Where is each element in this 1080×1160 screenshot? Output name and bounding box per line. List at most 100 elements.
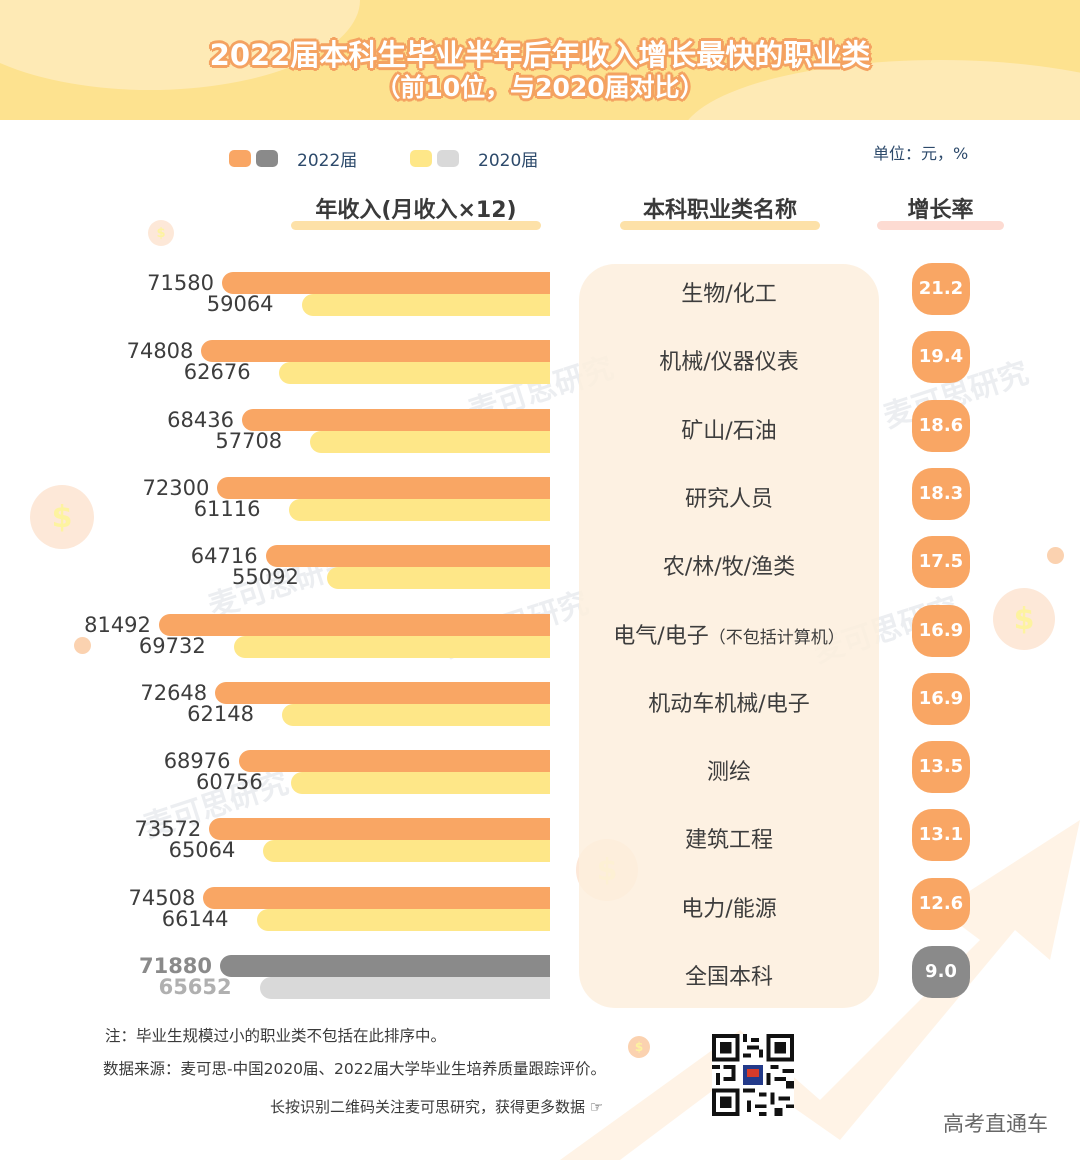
bar-2020 (233, 636, 550, 658)
growth-rate-badge: 16.9 (912, 605, 970, 657)
occupation-name: 建筑工程 (684, 828, 773, 853)
dollar-coin-icon: $ (628, 1036, 650, 1058)
value-2022: 74508 (128, 886, 196, 910)
value-2022: 71880 (138, 954, 213, 978)
occupation-name: 机械/仪器仪表 (659, 350, 799, 375)
column-header-growth: 增长率 (877, 192, 1004, 230)
chart-subtitle: （前10位，与2020届对比） (375, 73, 705, 102)
bar-2022 (220, 955, 550, 977)
bar-2022 (203, 887, 550, 909)
dollar-coin-icon: $ (993, 588, 1055, 650)
legend-swatch-2020 (410, 149, 432, 167)
growth-rate-badge: 18.3 (912, 468, 970, 520)
growth-rate-badge: 17.5 (912, 536, 970, 588)
bar-2022 (217, 477, 550, 499)
growth-rate-badge: 12.6 (912, 878, 970, 930)
bar-2020 (301, 294, 550, 316)
bar-2020 (281, 704, 550, 726)
chart-row: 71580 59064 生物/化工 21.2 (0, 263, 1080, 318)
bar-2022 (201, 340, 550, 362)
header-banner: 2022届本科生毕业半年后年收入增长最快的职业类 （前10位，与2020届对比） (0, 0, 1080, 120)
value-2022: 72300 (142, 476, 210, 500)
value-2022: 72648 (140, 681, 208, 705)
legend-item-2022: 2022届 (229, 146, 358, 171)
value-2020: 69732 (138, 634, 206, 658)
occupation-name: 生物/化工 (681, 282, 777, 307)
occupation-panel (579, 264, 879, 1008)
value-2022: 64716 (190, 544, 258, 568)
value-2022: 73572 (134, 817, 202, 841)
value-2022: 71580 (147, 271, 214, 295)
occupation-name: 电力/能源 (681, 897, 777, 922)
chart-row: 81492 69732 电气/电子（不包括计算机） 16.9 (0, 605, 1080, 660)
unit-label: 单位：元，% (873, 144, 969, 163)
value-2020: 65064 (168, 838, 236, 862)
bar-2020 (288, 499, 550, 521)
bar-2020 (263, 840, 550, 862)
dollar-coin-icon: $ (148, 220, 174, 246)
value-2020: 55092 (232, 565, 299, 589)
bar-2022 (215, 682, 550, 704)
occupation-name: 矿山/石油 (681, 419, 777, 444)
bar-2022 (265, 545, 550, 567)
legend-swatch-2020-national (437, 149, 459, 167)
growth-rate-badge: 18.6 (912, 400, 970, 452)
chart-row: 68436 57708 矿山/石油 18.6 (0, 400, 1080, 455)
decor-dot (1047, 547, 1064, 564)
bar-2020 (310, 431, 550, 453)
occupation-note: （不包括计算机） (708, 628, 845, 648)
data-source: 数据来源：麦可思-中国2020届、2022届大学毕业生培养质量跟踪评价。 (103, 1060, 606, 1078)
footnote: 注：毕业生规模过小的职业类不包括在此排序中。 (105, 1027, 447, 1045)
bar-2022 (158, 614, 550, 636)
legend-label: 2020届 (478, 150, 539, 171)
value-2020: 60756 (195, 770, 263, 794)
occupation-name: 电气/电子（不包括计算机） (613, 624, 845, 649)
legend-label: 2022届 (297, 150, 358, 171)
bar-2020 (326, 567, 550, 589)
qr-hint: 长按识别二维码关注麦可思研究，获得更多数据 ☞ (270, 1098, 604, 1116)
value-2020: 61116 (193, 497, 261, 521)
chart-row: 64716 55092 农/林/牧/渔类 17.5 (0, 536, 1080, 591)
value-2022: 68976 (163, 749, 231, 773)
growth-rate-badge: 19.4 (912, 331, 970, 383)
occupation-name: 全国本科 (684, 965, 773, 990)
occupation-name: 研究人员 (684, 487, 773, 512)
growth-rate-badge: 9.0 (912, 946, 970, 998)
occupation-name: 测绘 (706, 760, 751, 785)
qr-code[interactable] (712, 1034, 794, 1116)
value-2020: 62676 (183, 360, 251, 384)
bar-2020 (256, 909, 550, 931)
chart-title: 2022届本科生毕业半年后年收入增长最快的职业类 (209, 38, 871, 72)
bar-2022 (238, 750, 550, 772)
bar-2022 (241, 409, 550, 431)
legend-swatch-2022 (229, 149, 251, 167)
bar-2020 (259, 977, 550, 999)
chart-row: 72648 62148 机动车机械/电子 16.9 (0, 673, 1080, 728)
chart-row: 73572 65064 建筑工程 13.1 (0, 809, 1080, 864)
decor-dot (74, 637, 91, 654)
value-2022: 68436 (167, 408, 234, 432)
dollar-coin-icon: $ (30, 485, 94, 549)
bar-2020 (290, 772, 550, 794)
bar-2020 (278, 362, 550, 384)
growth-rate-badge: 16.9 (912, 673, 970, 725)
column-header-income: 年收入(月收入×12) (291, 192, 541, 230)
value-2020: 65652 (158, 975, 232, 999)
chart-row: 72300 61116 研究人员 18.3 (0, 468, 1080, 523)
growth-rate-badge: 21.2 (912, 263, 970, 315)
value-2022: 81492 (84, 613, 151, 637)
chart-row: 74808 62676 机械/仪器仪表 19.4 (0, 331, 1080, 386)
bar-2022 (209, 818, 550, 840)
value-2020: 59064 (206, 292, 274, 316)
value-2020: 66144 (161, 907, 229, 931)
bar-2022 (221, 272, 550, 294)
growth-rate-badge: 13.1 (912, 809, 970, 861)
legend-item-2020: 2020届 (410, 146, 539, 171)
occupation-name: 机动车机械/电子 (648, 692, 810, 717)
growth-rate-badge: 13.5 (912, 741, 970, 793)
chart-row: 71880 65652 全国本科 9.0 (0, 946, 1080, 1001)
occupation-name: 农/林/牧/渔类 (662, 555, 796, 580)
value-2022: 74808 (126, 339, 194, 363)
value-2020: 57708 (215, 429, 283, 453)
column-header-occupation: 本科职业类名称 (620, 192, 820, 230)
